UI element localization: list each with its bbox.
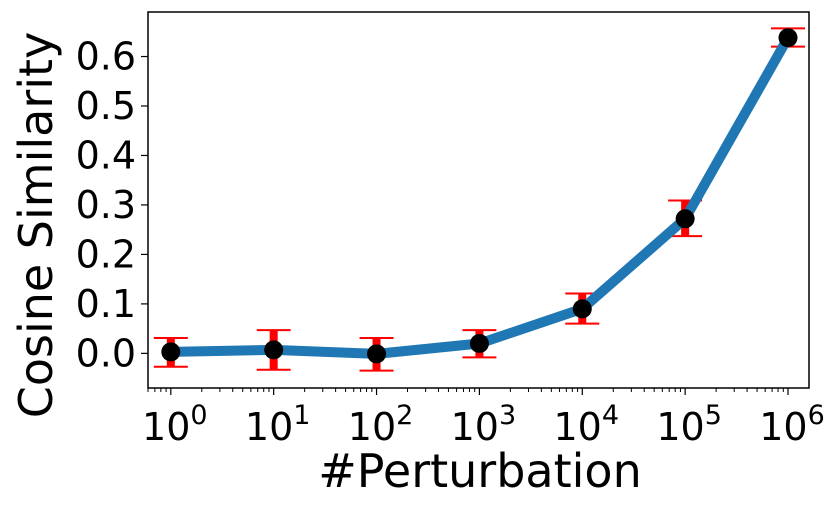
x-tick-label: 105 (656, 400, 722, 449)
y-axis-label: Cosine Similarity (9, 32, 63, 419)
x-tick-label: 100 (142, 400, 208, 449)
error-bars (153, 27, 806, 372)
data-point (778, 28, 798, 48)
y-tick-label: 0.4 (76, 133, 136, 177)
plot-frame (147, 11, 810, 389)
data-point (161, 342, 181, 362)
y-tick-label: 0.1 (76, 282, 136, 326)
data-point (264, 340, 284, 360)
x-tick-label: 103 (451, 400, 517, 449)
axis-ticks (141, 55, 789, 395)
x-tick-label: 101 (245, 400, 311, 449)
y-tick-label: 0.6 (76, 35, 136, 79)
data-markers (161, 28, 798, 364)
data-point (469, 333, 489, 353)
x-tick-label: 104 (554, 400, 620, 449)
y-tick-label: 0.3 (76, 183, 136, 227)
data-point (572, 299, 592, 319)
y-tick-label: 0.5 (76, 84, 136, 128)
series-line (165, 32, 793, 359)
y-tick-label: 0.2 (76, 232, 136, 276)
x-axis-label: #Perturbation (318, 444, 641, 498)
x-tick-label: 102 (348, 400, 414, 449)
data-point (367, 344, 387, 364)
tick-labels: 100 101 102 103 104 105 106 0.0 0.1 0.2 0.3 0.4 0.5 0… (76, 35, 825, 449)
x-tick-label: 106 (759, 400, 825, 449)
series-line-group (165, 32, 793, 359)
data-point (675, 209, 695, 229)
y-tick-label: 0.0 (76, 331, 136, 375)
